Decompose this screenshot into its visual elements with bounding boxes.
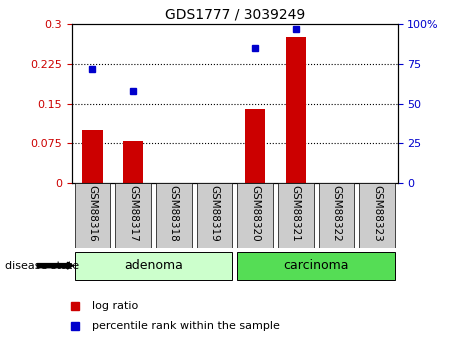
Bar <box>115 183 151 248</box>
Bar <box>237 252 395 279</box>
Bar <box>286 37 306 183</box>
Text: GSM88317: GSM88317 <box>128 185 138 242</box>
Text: GSM88316: GSM88316 <box>87 185 98 242</box>
Bar <box>123 140 143 183</box>
Bar <box>74 183 110 248</box>
Text: GSM88321: GSM88321 <box>291 185 301 242</box>
Text: GSM88323: GSM88323 <box>372 185 382 242</box>
Text: disease state: disease state <box>5 261 79 270</box>
Text: log ratio: log ratio <box>92 301 138 311</box>
Text: GSM88319: GSM88319 <box>209 185 219 242</box>
Text: percentile rank within the sample: percentile rank within the sample <box>92 321 279 331</box>
Title: GDS1777 / 3039249: GDS1777 / 3039249 <box>165 8 305 22</box>
Text: carcinoma: carcinoma <box>284 259 349 272</box>
Bar <box>197 183 232 248</box>
Bar <box>278 183 314 248</box>
Bar <box>359 183 395 248</box>
Text: GSM88322: GSM88322 <box>332 185 342 242</box>
Text: adenoma: adenoma <box>124 259 183 272</box>
Bar <box>245 109 266 183</box>
Bar <box>237 183 273 248</box>
Bar <box>82 130 103 183</box>
Bar <box>319 183 354 248</box>
Bar <box>74 252 232 279</box>
Text: GSM88318: GSM88318 <box>169 185 179 242</box>
Bar <box>156 183 192 248</box>
Text: GSM88320: GSM88320 <box>250 185 260 242</box>
